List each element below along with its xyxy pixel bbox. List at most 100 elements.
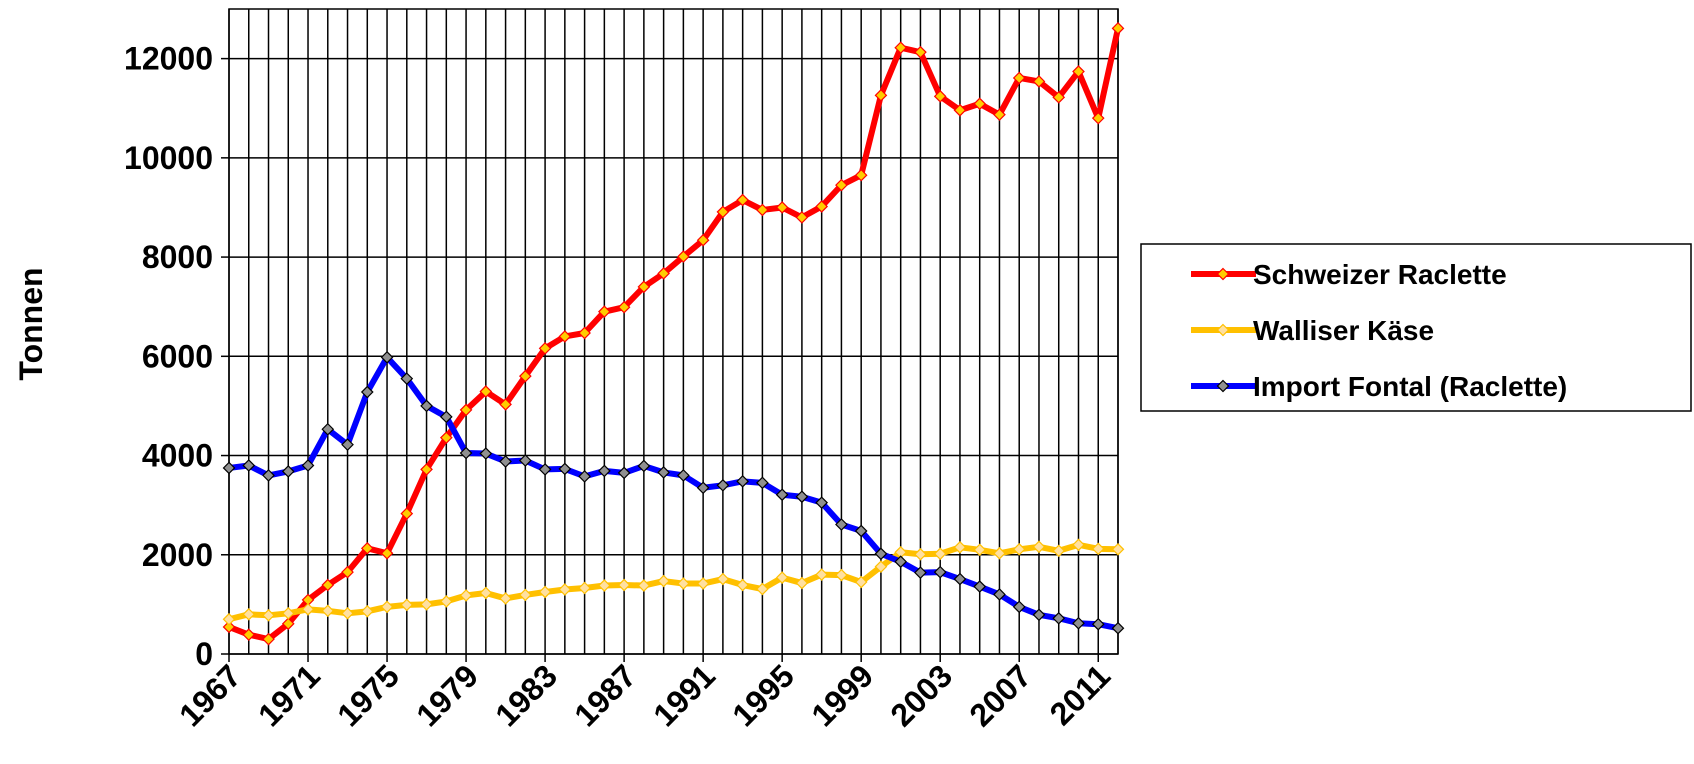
y-axis-label: Tonnen bbox=[13, 267, 49, 380]
data-point bbox=[973, 97, 987, 111]
data-point bbox=[914, 566, 927, 579]
data-point bbox=[637, 579, 651, 592]
series-line bbox=[228, 541, 1119, 623]
legend-marker bbox=[1216, 323, 1230, 337]
data-point bbox=[736, 578, 749, 592]
data-point bbox=[518, 588, 532, 602]
data-point bbox=[953, 572, 967, 586]
data-point bbox=[617, 466, 631, 480]
data-point bbox=[518, 454, 532, 467]
data-point bbox=[1012, 600, 1026, 614]
data-point bbox=[696, 577, 710, 590]
data-point bbox=[854, 168, 868, 182]
y-tick-label: 6000 bbox=[142, 338, 213, 374]
y-tick-label: 0 bbox=[195, 636, 213, 672]
data-point bbox=[973, 543, 987, 557]
legend-label: Walliser Käse bbox=[1253, 315, 1434, 346]
data-point bbox=[301, 602, 315, 616]
data-point bbox=[657, 267, 670, 280]
data-point bbox=[1012, 542, 1026, 556]
data-point bbox=[538, 463, 552, 476]
x-tick-label: 1987 bbox=[567, 657, 643, 733]
data-point bbox=[479, 385, 493, 398]
data-point bbox=[242, 459, 256, 472]
data-point bbox=[262, 608, 275, 622]
data-point bbox=[459, 589, 473, 602]
data-point bbox=[222, 461, 236, 475]
data-point bbox=[1052, 90, 1066, 104]
data-point bbox=[775, 571, 789, 584]
x-tick-label: 1979 bbox=[409, 657, 485, 733]
data-point bbox=[1032, 75, 1046, 88]
data-point bbox=[914, 547, 927, 561]
data-point bbox=[479, 586, 493, 600]
y-tick-label: 4000 bbox=[142, 438, 213, 474]
data-point bbox=[262, 632, 275, 646]
x-tick-label: 2007 bbox=[962, 657, 1038, 733]
data-point bbox=[716, 572, 730, 586]
data-point bbox=[420, 463, 433, 476]
data-point bbox=[617, 300, 631, 314]
data-point bbox=[894, 555, 908, 569]
data-point bbox=[420, 399, 433, 413]
data-point bbox=[558, 583, 572, 596]
data-point bbox=[835, 568, 848, 582]
data-point bbox=[1091, 111, 1105, 125]
data-point bbox=[1052, 544, 1066, 558]
data-point bbox=[558, 330, 572, 343]
legend-marker bbox=[1216, 379, 1230, 393]
data-point bbox=[874, 88, 888, 102]
data-point bbox=[538, 585, 552, 599]
data-point bbox=[301, 459, 315, 472]
x-tick-label: 1971 bbox=[251, 657, 327, 733]
data-point bbox=[420, 598, 433, 611]
data-point bbox=[400, 372, 414, 385]
data-point bbox=[400, 598, 414, 612]
data-point bbox=[400, 507, 414, 520]
data-point bbox=[222, 620, 236, 634]
data-point bbox=[578, 326, 591, 340]
data-point bbox=[281, 617, 295, 631]
data-point bbox=[499, 592, 512, 605]
legend-label: Schweizer Raclette bbox=[1253, 259, 1507, 290]
data-point bbox=[756, 582, 769, 596]
y-tick-label: 8000 bbox=[142, 239, 213, 275]
data-point bbox=[775, 488, 789, 502]
data-point bbox=[1072, 616, 1085, 630]
data-point bbox=[598, 464, 611, 478]
legend-marker bbox=[1216, 267, 1230, 281]
data-point bbox=[756, 476, 769, 490]
data-point bbox=[756, 203, 769, 217]
data-point bbox=[854, 524, 868, 538]
data-point bbox=[1032, 608, 1046, 622]
data-point bbox=[1072, 65, 1085, 78]
x-tick-label: 1975 bbox=[330, 657, 406, 733]
data-point bbox=[1072, 538, 1085, 552]
data-point bbox=[360, 541, 374, 555]
data-point bbox=[341, 565, 354, 579]
data-point bbox=[716, 478, 730, 492]
data-point bbox=[1052, 611, 1066, 625]
data-point bbox=[795, 211, 809, 224]
data-point bbox=[538, 342, 552, 355]
data-point bbox=[933, 565, 947, 579]
data-point bbox=[696, 481, 710, 495]
data-point bbox=[380, 600, 394, 614]
series-line bbox=[227, 27, 1121, 643]
data-point bbox=[795, 490, 809, 504]
data-point bbox=[578, 581, 591, 595]
data-point bbox=[815, 496, 829, 510]
data-point bbox=[1111, 621, 1125, 635]
data-point bbox=[321, 604, 335, 618]
data-point bbox=[598, 305, 611, 319]
data-point bbox=[993, 588, 1006, 601]
data-point bbox=[874, 547, 888, 561]
data-point bbox=[1111, 542, 1125, 556]
data-point bbox=[933, 89, 947, 103]
data-point bbox=[439, 431, 453, 445]
y-tick-label: 12000 bbox=[124, 41, 213, 77]
data-point bbox=[499, 398, 512, 411]
data-point bbox=[637, 280, 651, 294]
data-point bbox=[815, 568, 829, 581]
data-point bbox=[459, 403, 473, 417]
